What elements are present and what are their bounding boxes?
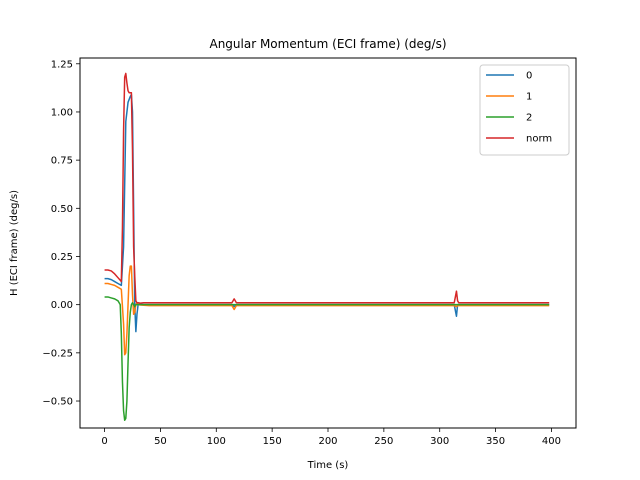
- y-axis: −0.50 −0.25 0.00 0.25 0.50 0.75 1.00 1.25: [42, 59, 80, 408]
- y-tick-label: 0.00: [51, 300, 73, 311]
- x-tick-label: 250: [374, 436, 393, 447]
- y-tick-label: 1.25: [51, 59, 73, 70]
- plot-area: [79, 57, 577, 429]
- legend-label-norm: norm: [526, 134, 552, 145]
- legend-label-1: 1: [526, 92, 532, 103]
- x-axis: 0 50 100 150 200 250 300 350 400: [101, 428, 561, 447]
- y-tick-label: 0.50: [51, 204, 73, 215]
- series-line-2: [104, 296, 550, 422]
- x-tick-label: 150: [263, 436, 282, 447]
- x-tick-label: 50: [154, 436, 167, 447]
- legend-label-2: 2: [526, 113, 532, 124]
- legend-box: [479, 64, 570, 156]
- legend: 0 1 2 norm: [479, 64, 570, 156]
- y-tick-label: −0.50: [42, 397, 73, 408]
- x-tick-label: 300: [430, 436, 449, 447]
- x-axis-label: Time (s): [307, 460, 349, 471]
- y-tick-label: −0.25: [42, 348, 73, 359]
- legend-label-0: 0: [526, 71, 532, 82]
- x-tick-label: 350: [486, 436, 505, 447]
- x-tick-label: 200: [318, 436, 337, 447]
- chart-title: Angular Momentum (ECI frame) (deg/s): [209, 37, 446, 51]
- y-tick-label: 0.25: [51, 252, 73, 263]
- series-line-1: [104, 265, 550, 356]
- y-axis-label: H (ECI frame) (deg/s): [9, 190, 20, 296]
- series-layer: [104, 72, 550, 422]
- y-tick-label: 0.75: [51, 156, 73, 167]
- y-tick-label: 1.00: [51, 107, 73, 118]
- x-tick-label: 100: [207, 436, 226, 447]
- x-tick-label: 0: [101, 436, 107, 447]
- x-tick-label: 400: [542, 436, 561, 447]
- series-line-norm: [104, 72, 550, 304]
